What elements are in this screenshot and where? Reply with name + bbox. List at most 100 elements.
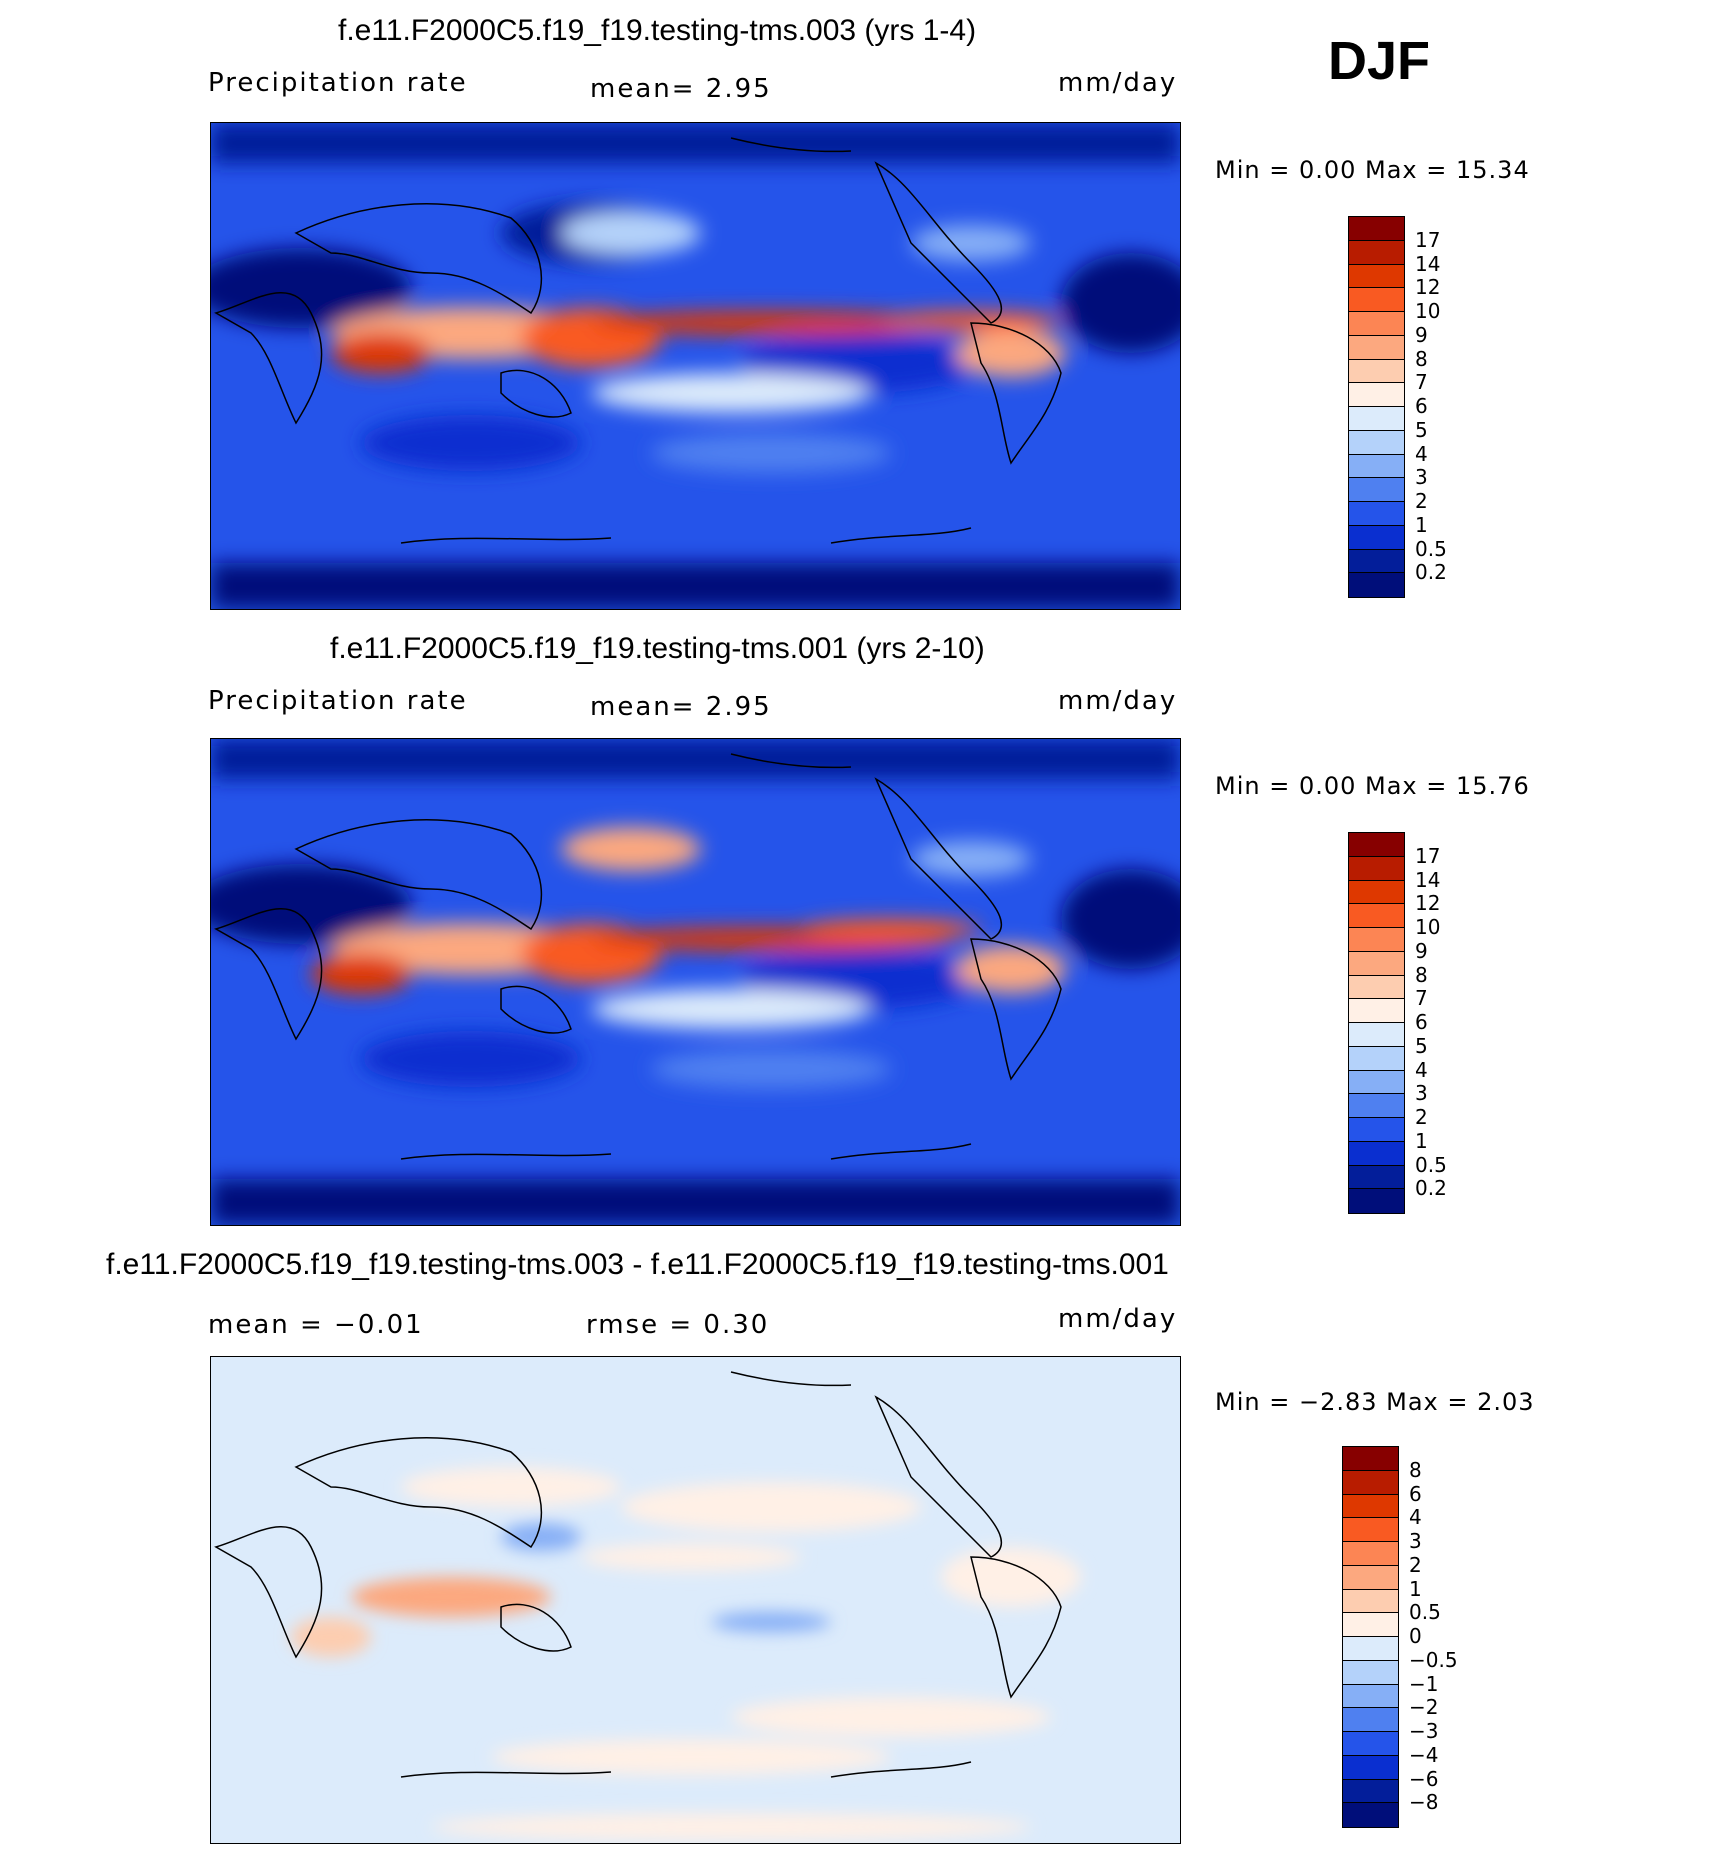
panel1-precip-map: [210, 122, 1181, 610]
panel1-minmax: Min = 0.00 Max = 15.34: [1215, 156, 1530, 184]
colorbar-tick-label: 8: [1415, 346, 1428, 371]
colorbar-tick-label: 17: [1415, 227, 1441, 252]
colorbar-tick-label: 0.2: [1415, 1176, 1447, 1201]
colorbar-box: [1349, 975, 1404, 1000]
colorbar-tick-label: 5: [1415, 1033, 1428, 1058]
colorbar-tick-label: 3: [1415, 465, 1428, 490]
colorbar-tick-label: −4: [1409, 1742, 1439, 1767]
colorbar-box: [1349, 1046, 1404, 1071]
colorbar-box: [1343, 1447, 1398, 1471]
colorbar-tick-label: 1: [1409, 1576, 1422, 1601]
colorbar-tick-label: 2: [1415, 489, 1428, 513]
panel1-left-label: Precipitation rate: [208, 68, 468, 98]
colorbar-tick-label: 4: [1409, 1505, 1422, 1530]
colorbar-box: [1349, 288, 1404, 312]
colorbar-tick-label: 5: [1415, 417, 1428, 442]
colorbar-tick-label: 9: [1415, 938, 1428, 963]
colorbar-box: [1349, 549, 1404, 574]
panel2-minmax: Min = 0.00 Max = 15.76: [1215, 772, 1530, 800]
colorbar-box: [1343, 1494, 1398, 1519]
colorbar-tick-label: 6: [1415, 1010, 1428, 1034]
panel1-title: f.e11.F2000C5.f19_f19.testing-tms.003 (y…: [338, 14, 977, 47]
colorbar-tick-label: 0: [1409, 1624, 1422, 1648]
colorbar-tick-label: 6: [1415, 394, 1428, 418]
colorbar-box: [1349, 1118, 1404, 1142]
colorbar-box: [1349, 240, 1404, 265]
panel2-right-label: mm/day: [1058, 686, 1178, 716]
colorbar-box: [1349, 478, 1404, 502]
colorbar-tick-label: −6: [1409, 1766, 1439, 1791]
colorbar-box: [1349, 1023, 1404, 1047]
colorbar-box: [1343, 1684, 1398, 1709]
panel2-center-label: mean= 2.95: [590, 692, 772, 722]
panel2-colorbar: [1348, 832, 1405, 1214]
colorbar-tick-label: 8: [1415, 962, 1428, 987]
colorbar-tick-label: 1: [1415, 1128, 1428, 1153]
colorbar-box: [1343, 1755, 1398, 1780]
colorbar-tick-label: −8: [1409, 1790, 1439, 1815]
colorbar-tick-label: 6: [1409, 1481, 1422, 1506]
colorbar-box: [1343, 1565, 1398, 1590]
colorbar-tick-label: 14: [1415, 251, 1441, 276]
colorbar-box: [1349, 407, 1404, 431]
panel2-precip-map: [210, 738, 1181, 1226]
colorbar-box: [1349, 525, 1404, 550]
colorbar-box: [1349, 856, 1404, 881]
colorbar-tick-label: 2: [1415, 1105, 1428, 1129]
panel1-right-label: mm/day: [1058, 68, 1178, 98]
colorbar-box: [1349, 359, 1404, 384]
colorbar-box: [1343, 1637, 1398, 1661]
panel3-center-label: rmse = 0.30: [586, 1310, 770, 1340]
panel3-minmax: Min = −2.83 Max = 2.03: [1215, 1388, 1535, 1416]
colorbar-box: [1349, 573, 1404, 597]
colorbar-tick-label: 14: [1415, 867, 1441, 892]
colorbar-box: [1349, 1189, 1404, 1213]
colorbar-box: [1349, 335, 1404, 360]
colorbar-box: [1343, 1518, 1398, 1542]
colorbar-box: [1349, 312, 1404, 336]
panel3-left-label: mean = −0.01: [208, 1310, 424, 1340]
colorbar-tick-label: 12: [1415, 891, 1441, 916]
panel2-title: f.e11.F2000C5.f19_f19.testing-tms.001 (y…: [330, 632, 985, 665]
colorbar-box: [1349, 951, 1404, 976]
panel3-difference-map: [210, 1356, 1181, 1844]
colorbar-tick-label: 3: [1409, 1529, 1422, 1553]
colorbar-tick-label: 4: [1415, 1057, 1428, 1082]
colorbar-box: [1349, 928, 1404, 952]
colorbar-tick-label: 17: [1415, 843, 1441, 868]
colorbar-box: [1343, 1660, 1398, 1685]
panel3-right-label: mm/day: [1058, 1304, 1178, 1334]
colorbar-box: [1349, 264, 1404, 289]
colorbar-tick-label: 0.5: [1415, 536, 1447, 561]
colorbar-box: [1343, 1613, 1398, 1637]
colorbar-tick-label: 12: [1415, 275, 1441, 300]
colorbar-box: [1343, 1732, 1398, 1756]
colorbar-box: [1349, 880, 1404, 905]
panel1-colorbar: [1348, 216, 1405, 598]
panel1-center-label: mean= 2.95: [590, 74, 772, 104]
colorbar-box: [1349, 999, 1404, 1023]
colorbar-box: [1349, 454, 1404, 479]
colorbar-tick-label: −0.5: [1409, 1647, 1458, 1672]
colorbar-tick-label: 0.5: [1409, 1600, 1441, 1625]
colorbar-box: [1343, 1803, 1398, 1827]
colorbar-tick-label: 2: [1409, 1552, 1422, 1577]
colorbar-tick-label: 7: [1415, 986, 1428, 1011]
colorbar-tick-label: −2: [1409, 1695, 1439, 1720]
colorbar-tick-label: 10: [1415, 915, 1441, 939]
colorbar-box: [1343, 1470, 1398, 1495]
colorbar-tick-label: 4: [1415, 441, 1428, 466]
colorbar-tick-label: 8: [1409, 1457, 1422, 1482]
colorbar-box: [1349, 383, 1404, 407]
colorbar-box: [1349, 502, 1404, 526]
colorbar-tick-label: −3: [1409, 1719, 1439, 1743]
colorbar-tick-label: 10: [1415, 299, 1441, 323]
colorbar-box: [1343, 1589, 1398, 1614]
colorbar-tick-label: 3: [1415, 1081, 1428, 1106]
colorbar-box: [1349, 430, 1404, 455]
colorbar-box: [1343, 1708, 1398, 1732]
colorbar-box: [1343, 1779, 1398, 1804]
colorbar-tick-label: −1: [1409, 1671, 1439, 1696]
colorbar-box: [1349, 1094, 1404, 1118]
panel3-colorbar: [1342, 1446, 1399, 1828]
